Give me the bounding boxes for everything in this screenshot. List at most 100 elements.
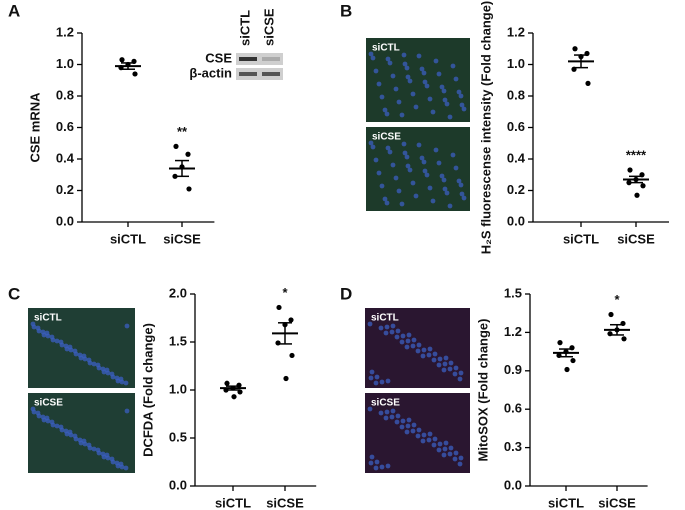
data-point xyxy=(119,57,125,63)
cell xyxy=(54,338,60,344)
cell xyxy=(384,200,390,206)
y-tick-label: 0.0 xyxy=(169,477,187,492)
cell xyxy=(376,81,382,87)
cell xyxy=(124,323,130,329)
cell xyxy=(405,74,411,80)
data-point xyxy=(627,167,633,173)
cell xyxy=(404,344,410,350)
cell xyxy=(367,406,373,412)
cell xyxy=(420,353,426,359)
cell xyxy=(426,437,432,443)
data-point xyxy=(231,394,237,400)
cell xyxy=(50,422,56,428)
cell xyxy=(376,170,382,176)
data-point xyxy=(186,186,192,192)
cell xyxy=(369,454,375,460)
cell xyxy=(450,63,456,69)
cell xyxy=(404,65,410,71)
cell xyxy=(73,351,79,357)
band xyxy=(239,72,257,76)
cell xyxy=(382,196,388,202)
y-tick-label: 1.2 xyxy=(504,324,522,339)
cell xyxy=(73,436,79,442)
error-bar xyxy=(175,159,189,178)
cell xyxy=(64,346,70,352)
micrograph xyxy=(28,308,135,388)
cell xyxy=(447,114,453,120)
cell xyxy=(390,408,396,414)
cell xyxy=(367,321,373,327)
cell xyxy=(115,378,121,384)
cell xyxy=(101,454,107,460)
cell xyxy=(382,107,388,113)
y-tick-label: 0.0 xyxy=(56,213,74,228)
cell xyxy=(416,427,422,433)
cell xyxy=(45,333,51,339)
cell xyxy=(458,182,464,188)
cell xyxy=(105,370,111,376)
cell xyxy=(453,165,459,171)
cell xyxy=(453,450,459,456)
y-tick-label: 1.5 xyxy=(504,285,522,300)
x-tick-label: siCTL xyxy=(110,231,146,246)
x-tick-label: siCSE xyxy=(163,231,201,246)
y-axis-label: MitoSOX (Fold change) xyxy=(475,319,490,462)
cell xyxy=(427,185,433,191)
cell xyxy=(110,374,116,380)
cell xyxy=(421,70,427,76)
cell xyxy=(442,186,448,192)
cell xyxy=(389,329,395,335)
cell xyxy=(368,375,374,381)
cell xyxy=(87,445,93,451)
cell xyxy=(87,360,93,366)
cell xyxy=(436,447,442,453)
cell xyxy=(406,332,412,338)
cell xyxy=(383,330,389,336)
cell xyxy=(385,145,391,151)
x-tick-label: siCTL xyxy=(215,495,251,510)
y-tick-label: 0.0 xyxy=(504,477,522,492)
error-bar xyxy=(574,54,588,69)
error-bar xyxy=(278,322,292,345)
cell xyxy=(406,417,412,423)
cell xyxy=(36,328,42,334)
cell xyxy=(373,68,379,74)
error-bar xyxy=(559,348,573,358)
cell xyxy=(393,175,399,181)
cell xyxy=(31,324,37,330)
cell xyxy=(442,97,448,103)
cell xyxy=(379,379,385,385)
cell xyxy=(457,461,463,467)
cell xyxy=(447,203,453,209)
y-tick-label: 1.0 xyxy=(56,56,74,71)
cell xyxy=(453,76,459,82)
cell xyxy=(452,371,458,377)
cell xyxy=(41,417,47,423)
data-point xyxy=(640,183,646,189)
cell xyxy=(436,362,442,368)
cell xyxy=(411,422,417,428)
y-tick-label: 0.0 xyxy=(507,213,525,228)
cell xyxy=(395,413,401,419)
band xyxy=(262,57,280,61)
cell xyxy=(404,429,410,435)
cell xyxy=(424,172,430,178)
data-point xyxy=(132,71,138,77)
cell xyxy=(373,380,379,386)
cell xyxy=(410,428,416,434)
cell xyxy=(453,365,459,371)
cell xyxy=(421,347,427,353)
data-point xyxy=(572,46,578,52)
data-point xyxy=(283,375,289,382)
y-tick-label: 0.9 xyxy=(504,362,522,377)
cell xyxy=(457,376,463,382)
y-tick-label: 2.0 xyxy=(169,285,187,300)
micrograph xyxy=(365,393,470,473)
significance: **** xyxy=(626,147,647,162)
blot-strip xyxy=(236,53,283,65)
image-label: siCSE xyxy=(371,398,400,409)
cell xyxy=(432,351,438,357)
lane-label: siCSE xyxy=(261,8,276,46)
cell xyxy=(119,379,125,385)
x-tick-label: siCTL xyxy=(548,495,584,510)
